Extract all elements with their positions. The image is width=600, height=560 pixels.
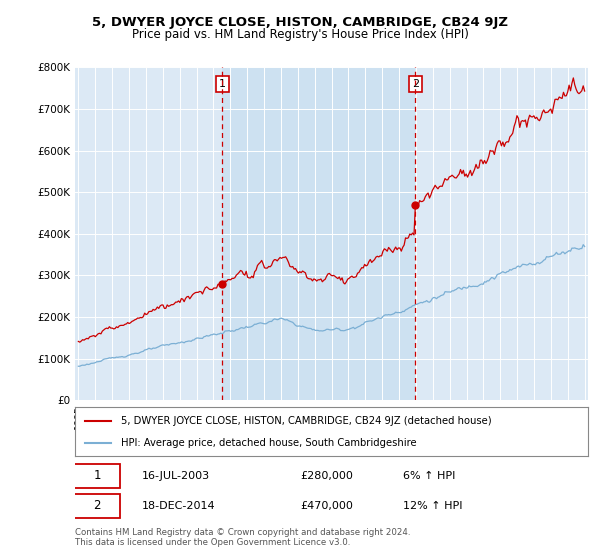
FancyBboxPatch shape — [74, 464, 120, 488]
Text: 5, DWYER JOYCE CLOSE, HISTON, CAMBRIDGE, CB24 9JZ (detached house): 5, DWYER JOYCE CLOSE, HISTON, CAMBRIDGE,… — [121, 416, 492, 426]
Text: 2: 2 — [94, 500, 101, 512]
Text: 12% ↑ HPI: 12% ↑ HPI — [403, 501, 463, 511]
Text: Contains HM Land Registry data © Crown copyright and database right 2024.
This d: Contains HM Land Registry data © Crown c… — [75, 528, 410, 547]
Bar — [223, 67, 415, 400]
Text: HPI: Average price, detached house, South Cambridgeshire: HPI: Average price, detached house, Sout… — [121, 437, 417, 447]
Text: 16-JUL-2003: 16-JUL-2003 — [142, 470, 210, 480]
Text: 1: 1 — [219, 79, 226, 89]
Text: Price paid vs. HM Land Registry's House Price Index (HPI): Price paid vs. HM Land Registry's House … — [131, 28, 469, 41]
Text: £280,000: £280,000 — [301, 470, 353, 480]
Text: £470,000: £470,000 — [301, 501, 353, 511]
Text: 1: 1 — [94, 469, 101, 482]
Text: 2: 2 — [412, 79, 419, 89]
Text: 5, DWYER JOYCE CLOSE, HISTON, CAMBRIDGE, CB24 9JZ: 5, DWYER JOYCE CLOSE, HISTON, CAMBRIDGE,… — [92, 16, 508, 29]
FancyBboxPatch shape — [74, 494, 120, 518]
Text: 18-DEC-2014: 18-DEC-2014 — [142, 501, 215, 511]
Text: 6% ↑ HPI: 6% ↑ HPI — [403, 470, 455, 480]
